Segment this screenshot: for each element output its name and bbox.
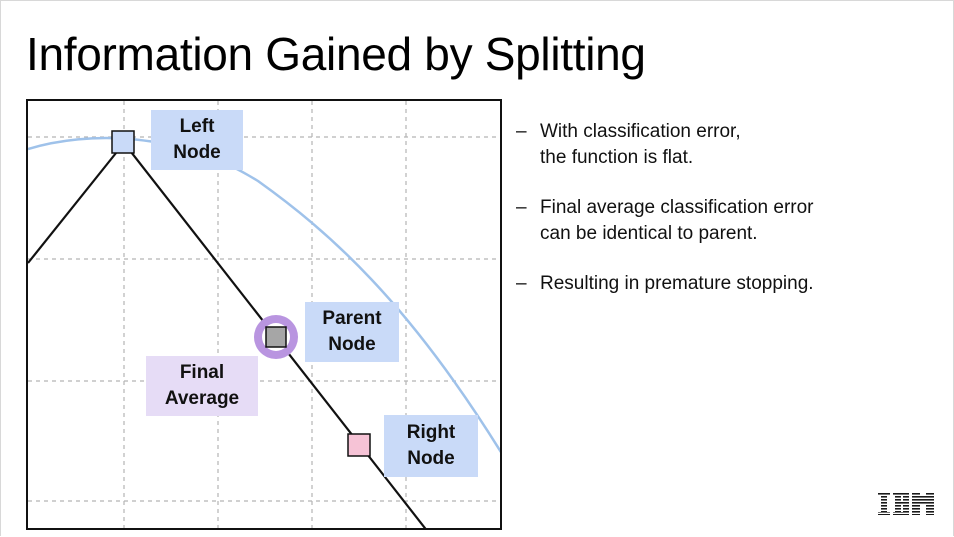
bullet-dash: – [516,273,527,294]
bullet-text-line: Resulting in premature stopping. [540,273,814,294]
bullet-text-line: With classification error, [540,121,741,142]
left-node-label: Left Node [151,110,243,170]
error-line-left [28,142,125,264]
parent-node-label: Parent Node [305,302,399,362]
bullet-text-line: the function is flat. [540,147,694,168]
diagram-panel: Left Node Parent Node Final Average Righ… [26,99,502,530]
left-node-marker [111,130,135,154]
bullet-list: – With classification error, the functio… [516,119,936,321]
bullet-item: – Resulting in premature stopping. [516,271,936,297]
slide-title: Information Gained by Splitting [26,28,646,80]
parent-node-marker [265,326,287,348]
bullet-dash: – [516,121,527,142]
diagram-canvas [28,101,500,528]
ibm-logo [878,493,934,515]
bullet-item: – Final average classification error can… [516,195,936,247]
bullet-text-line: can be identical to parent. [540,223,758,244]
bullet-item: – With classification error, the functio… [516,119,936,171]
entropy-curve [28,136,500,453]
bullet-text-line: Final average classification error [540,197,814,218]
final-average-label: Final Average [146,356,258,416]
right-node-marker [347,433,371,457]
right-node-label: Right Node [384,415,478,477]
bullet-dash: – [516,197,527,218]
